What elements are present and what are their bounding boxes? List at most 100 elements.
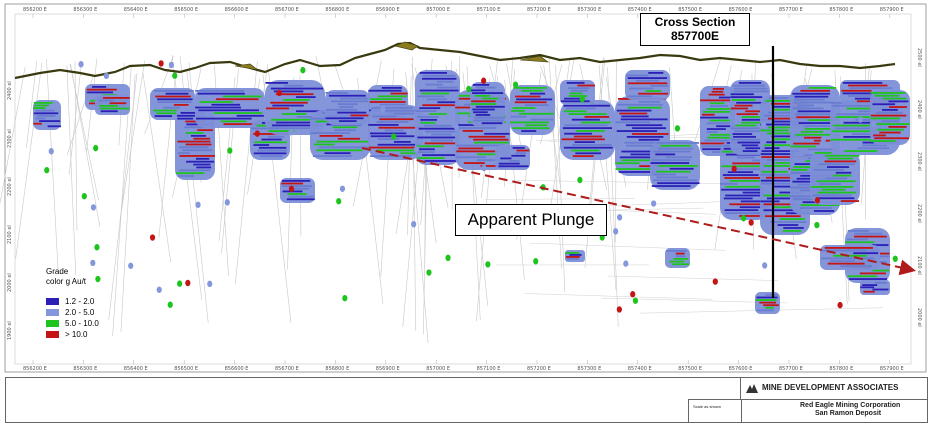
easting-label-top: 857800 E [829, 7, 853, 13]
easting-label-bottom: 856600 E [225, 366, 249, 372]
assay-point [288, 129, 293, 135]
elevation-label-right: 2300 el [916, 152, 922, 171]
easting-label-top: 857100 E [477, 7, 501, 13]
assay-point [104, 73, 109, 79]
mineralized-zone [755, 292, 780, 314]
easting-label-bottom: 856300 E [73, 366, 97, 372]
assay-point [749, 219, 754, 225]
mineralized-zone [810, 150, 860, 205]
assay-point [633, 297, 638, 303]
easting-label-top: 857000 E [426, 7, 450, 13]
assay-point [837, 302, 842, 308]
elevation-label-right: 2200 el [916, 204, 922, 223]
assay-point [195, 202, 200, 208]
elevation-label-left: 2400 el [7, 81, 13, 100]
assay-point [630, 291, 635, 297]
scale-note: Scale as shown [693, 404, 721, 409]
assay-point [277, 90, 282, 96]
easting-label-bottom: 856500 E [174, 366, 198, 372]
title-block: MINE DEVELOPMENT ASSOCIATES Red Eagle Mi… [0, 377, 931, 422]
assay-point [82, 193, 87, 199]
assay-point [255, 130, 260, 136]
legend-label: > 10.0 [65, 330, 87, 339]
legend-item-1: 1.2 - 2.0 [46, 297, 94, 307]
mineralized-zone [95, 95, 130, 115]
mineralized-zone [820, 245, 880, 270]
assay-point [485, 261, 490, 267]
assay-point [185, 280, 190, 286]
easting-label-top: 856200 E [23, 7, 47, 13]
assay-point [128, 263, 133, 269]
assay-point [481, 165, 486, 171]
assay-point [90, 260, 95, 266]
mineralized-zone [280, 178, 315, 203]
assay-point [342, 295, 347, 301]
easting-label-top: 856500 E [174, 7, 198, 13]
assay-point [445, 255, 450, 261]
easting-label-bottom: 856900 E [376, 366, 400, 372]
easting-label-bottom: 856700 E [275, 366, 299, 372]
assay-point [94, 244, 99, 250]
mineralized-zone [565, 250, 585, 262]
assay-point [651, 200, 656, 206]
easting-label-top: 857200 E [527, 7, 551, 13]
assay-point [207, 281, 212, 287]
legend-label: 5.0 - 10.0 [65, 319, 99, 328]
assay-point [577, 177, 582, 183]
assay-point [49, 148, 54, 154]
easting-label-bottom: 856400 E [124, 366, 148, 372]
assay-point [93, 145, 98, 151]
assay-point [713, 278, 718, 284]
easting-label-top: 857700 E [779, 7, 803, 13]
assay-point [340, 186, 345, 192]
assay-point [580, 96, 585, 102]
legend-swatch [46, 309, 59, 316]
elevation-label-left: 1900 el [7, 321, 13, 340]
elevation-label-right: 2500 el [916, 48, 922, 67]
title-block-main [5, 377, 742, 423]
assay-point [168, 302, 173, 308]
easting-label-bottom: 856800 E [325, 366, 349, 372]
assay-point [871, 121, 876, 127]
elevation-label-left: 2100 el [7, 225, 13, 244]
company-logo-icon [746, 381, 758, 393]
legend-label: 2.0 - 5.0 [65, 308, 94, 317]
easting-label-bottom: 857100 E [477, 366, 501, 372]
assay-point [91, 204, 96, 210]
easting-label-bottom: 857500 E [678, 366, 702, 372]
elevation-label-right: 2000 el [916, 308, 922, 327]
mineralized-zone [33, 100, 61, 130]
legend-title-line2: color g Au/t [46, 277, 86, 287]
legend-swatch [46, 298, 59, 305]
mineralized-zone [560, 100, 615, 160]
easting-label-bottom: 857900 E [880, 366, 904, 372]
mineralized-zone [325, 90, 370, 125]
assay-point [78, 61, 83, 67]
assay-point [336, 198, 341, 204]
easting-label-top: 856700 E [275, 7, 299, 13]
client-name: Red Eagle Mining Corporation [800, 402, 900, 409]
legend-swatch [46, 320, 59, 327]
assay-point [352, 153, 357, 159]
legend-item-2: 2.0 - 5.0 [46, 308, 94, 318]
easting-label-top: 856900 E [376, 7, 400, 13]
assay-point [289, 186, 294, 192]
apparent-plunge-label: Apparent Plunge [468, 210, 595, 229]
assay-point [44, 167, 49, 173]
easting-label-bottom: 857600 E [729, 366, 753, 372]
assay-point [225, 199, 230, 205]
assay-point [481, 78, 486, 84]
assay-point [150, 234, 155, 240]
assay-point [227, 147, 232, 153]
legend-item-4: > 10.0 [46, 330, 87, 340]
assay-point [380, 106, 385, 112]
elevation-label-left: 2200 el [7, 177, 13, 196]
mineralized-zone [415, 70, 460, 165]
assay-point [157, 287, 162, 293]
assay-point [858, 116, 863, 122]
elevation-label-left: 2000 el [7, 273, 13, 292]
easting-label-top: 856300 E [73, 7, 97, 13]
assay-point [761, 122, 766, 128]
assay-point [426, 269, 431, 275]
assay-point [159, 60, 164, 66]
